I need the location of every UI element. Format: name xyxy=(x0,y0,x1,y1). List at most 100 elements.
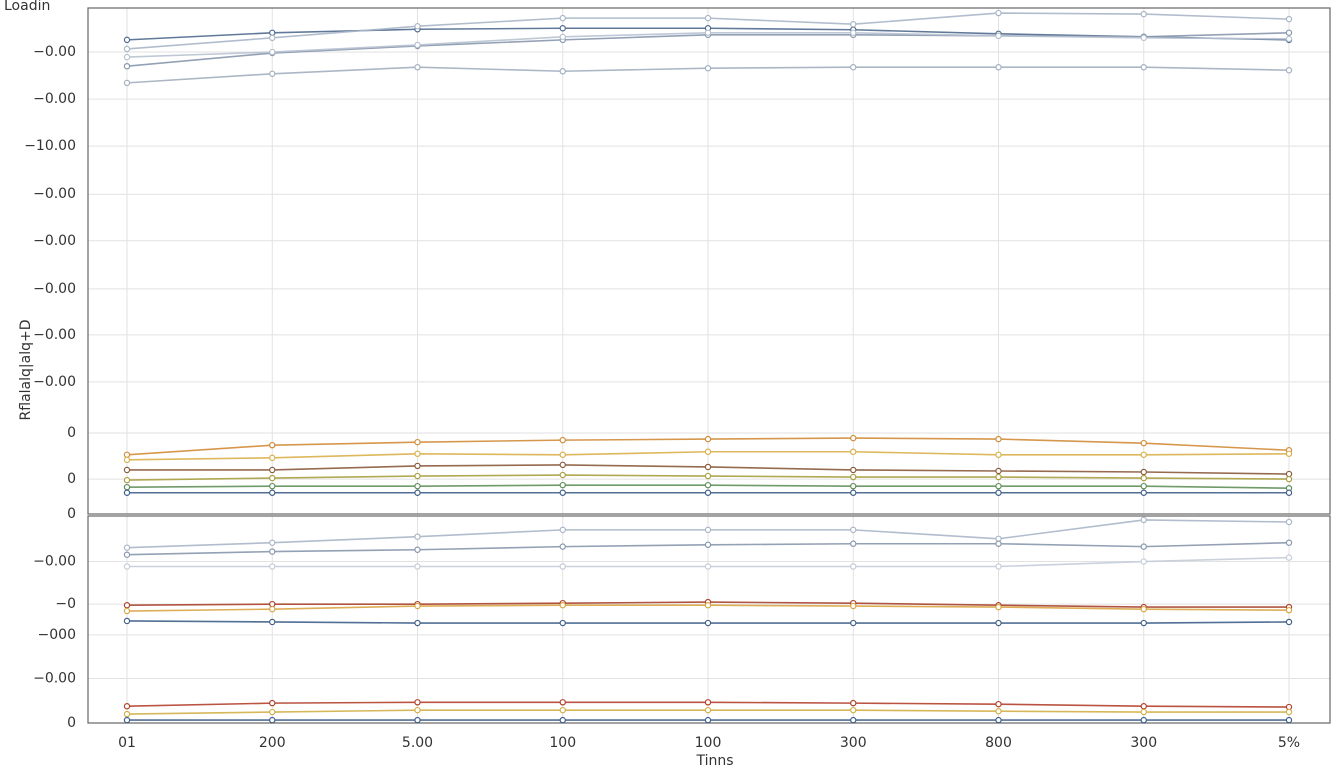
point-marker xyxy=(995,435,1002,443)
point-marker xyxy=(1140,468,1147,476)
point-marker xyxy=(414,602,421,610)
x-tick-label: 01 xyxy=(118,735,136,751)
point-marker xyxy=(123,710,131,718)
point-marker xyxy=(1285,554,1293,561)
point-marker xyxy=(1285,450,1293,457)
point-marker xyxy=(414,472,421,480)
point-marker xyxy=(850,29,857,36)
point-marker xyxy=(559,699,566,706)
point-marker xyxy=(704,435,712,443)
point-marker xyxy=(704,29,712,36)
point-marker xyxy=(559,526,566,534)
point-marker xyxy=(269,482,276,490)
x-tick-label: 100 xyxy=(695,735,722,751)
point-marker xyxy=(704,541,712,548)
point-marker xyxy=(704,602,712,609)
point-marker xyxy=(704,14,712,22)
point-marker xyxy=(414,64,421,71)
point-marker xyxy=(414,706,421,714)
point-marker xyxy=(414,462,421,470)
point-marker xyxy=(995,540,1002,547)
point-marker xyxy=(850,20,857,28)
point-marker xyxy=(1140,605,1147,613)
point-marker xyxy=(559,489,566,496)
y-tick-label: −0.00 xyxy=(33,186,76,202)
point-marker xyxy=(1140,703,1147,710)
point-marker xyxy=(123,617,131,625)
y-tick-label: −0.00 xyxy=(33,327,76,343)
point-marker xyxy=(559,461,566,469)
point-marker xyxy=(1140,474,1147,482)
point-marker xyxy=(269,548,276,555)
point-marker xyxy=(704,716,712,724)
y-tick-label: 0 xyxy=(67,506,76,522)
point-marker xyxy=(1140,558,1147,565)
x-tick-label: 300 xyxy=(840,735,867,751)
point-marker xyxy=(704,448,712,455)
x-tick-label: 300 xyxy=(1130,735,1157,751)
point-marker xyxy=(123,563,131,570)
point-marker xyxy=(414,563,421,570)
point-marker xyxy=(995,64,1002,71)
point-marker xyxy=(269,474,276,482)
point-marker xyxy=(850,489,857,496)
point-marker xyxy=(995,32,1002,40)
point-marker xyxy=(995,716,1002,724)
x-tick-label: 100 xyxy=(549,735,576,751)
point-marker xyxy=(1285,708,1293,716)
point-marker xyxy=(123,53,131,61)
point-marker xyxy=(123,466,131,474)
point-marker xyxy=(414,546,421,553)
point-marker xyxy=(1140,489,1147,496)
point-marker xyxy=(123,476,131,484)
y-tick-label: −0.00 xyxy=(33,281,76,297)
point-marker xyxy=(1285,29,1293,36)
point-marker xyxy=(269,605,276,613)
point-marker xyxy=(850,526,857,534)
point-marker xyxy=(414,619,421,627)
point-marker xyxy=(1285,606,1293,614)
point-marker xyxy=(559,33,566,41)
point-marker xyxy=(995,619,1002,627)
point-marker xyxy=(123,703,131,710)
point-marker xyxy=(1140,619,1147,627)
point-marker xyxy=(704,699,712,706)
point-marker xyxy=(269,489,276,496)
point-marker xyxy=(559,471,566,479)
point-marker xyxy=(1285,470,1293,478)
point-marker xyxy=(1140,716,1147,724)
point-marker xyxy=(995,603,1002,611)
point-marker xyxy=(123,62,131,70)
point-marker xyxy=(850,699,857,707)
point-marker xyxy=(269,48,276,56)
y-axis-label: Rflalalq|alq+D xyxy=(18,320,34,421)
point-marker xyxy=(559,602,566,609)
point-marker xyxy=(704,526,712,534)
point-marker xyxy=(414,716,421,724)
point-marker xyxy=(995,451,1002,458)
point-marker xyxy=(995,467,1002,475)
point-marker xyxy=(559,14,566,22)
point-marker xyxy=(414,699,421,706)
y-tick-label: 0 xyxy=(67,715,76,731)
point-marker xyxy=(1140,451,1147,458)
point-marker xyxy=(850,540,857,547)
point-marker xyxy=(123,716,131,724)
point-marker xyxy=(269,699,276,707)
point-marker xyxy=(269,539,276,546)
point-marker xyxy=(850,602,857,610)
point-marker xyxy=(1285,618,1293,626)
y-tick-label: −0.00 xyxy=(33,374,76,390)
point-marker xyxy=(269,70,276,77)
point-marker xyxy=(704,489,712,496)
point-marker xyxy=(995,9,1002,17)
point-marker xyxy=(1140,482,1147,490)
point-marker xyxy=(1285,539,1293,546)
point-marker xyxy=(995,473,1002,481)
point-marker xyxy=(850,434,857,442)
point-marker xyxy=(850,706,857,714)
point-marker xyxy=(1140,34,1147,42)
point-marker xyxy=(1285,716,1293,724)
point-marker xyxy=(850,448,857,455)
point-marker xyxy=(559,543,566,550)
